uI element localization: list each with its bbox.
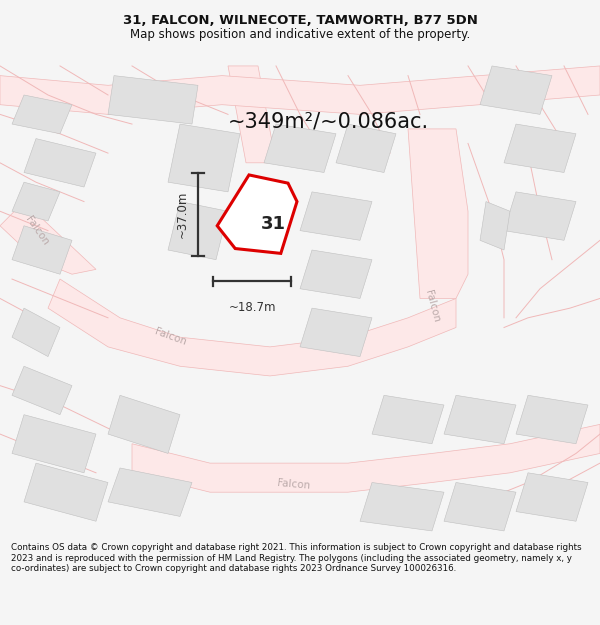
Polygon shape: [300, 308, 372, 356]
Polygon shape: [108, 396, 180, 454]
Text: Falcon: Falcon: [154, 327, 188, 348]
Text: ~18.7m: ~18.7m: [228, 301, 276, 314]
Text: ~349m²/~0.086ac.: ~349m²/~0.086ac.: [228, 112, 429, 132]
Polygon shape: [300, 250, 372, 298]
Polygon shape: [24, 139, 96, 187]
Polygon shape: [300, 192, 372, 240]
Polygon shape: [444, 396, 516, 444]
Text: Contains OS data © Crown copyright and database right 2021. This information is : Contains OS data © Crown copyright and d…: [11, 544, 581, 573]
Polygon shape: [0, 201, 96, 274]
Polygon shape: [228, 66, 276, 162]
Polygon shape: [132, 424, 600, 493]
Polygon shape: [516, 472, 588, 521]
Polygon shape: [168, 201, 228, 260]
Polygon shape: [372, 396, 444, 444]
Text: 31, FALCON, WILNECOTE, TAMWORTH, B77 5DN: 31, FALCON, WILNECOTE, TAMWORTH, B77 5DN: [122, 14, 478, 27]
Polygon shape: [504, 124, 576, 172]
Polygon shape: [12, 182, 60, 221]
Polygon shape: [12, 415, 96, 472]
Text: Falcon: Falcon: [423, 289, 441, 323]
Polygon shape: [217, 175, 297, 253]
Polygon shape: [48, 279, 456, 376]
Polygon shape: [480, 201, 510, 250]
Polygon shape: [12, 366, 72, 415]
Polygon shape: [168, 124, 240, 192]
Polygon shape: [408, 129, 468, 298]
Polygon shape: [108, 76, 198, 124]
Text: ~37.0m: ~37.0m: [175, 191, 188, 238]
Text: Falcon: Falcon: [23, 214, 51, 247]
Polygon shape: [264, 124, 336, 172]
Polygon shape: [444, 482, 516, 531]
Polygon shape: [504, 192, 576, 240]
Text: Falcon: Falcon: [277, 479, 311, 491]
Text: 31: 31: [261, 215, 286, 233]
Polygon shape: [12, 226, 72, 274]
Text: Map shows position and indicative extent of the property.: Map shows position and indicative extent…: [130, 28, 470, 41]
Polygon shape: [516, 396, 588, 444]
Polygon shape: [360, 482, 444, 531]
Polygon shape: [24, 463, 108, 521]
Polygon shape: [0, 66, 600, 114]
Polygon shape: [12, 95, 72, 134]
Polygon shape: [336, 124, 396, 172]
Polygon shape: [480, 66, 552, 114]
Polygon shape: [108, 468, 192, 516]
Polygon shape: [12, 308, 60, 356]
